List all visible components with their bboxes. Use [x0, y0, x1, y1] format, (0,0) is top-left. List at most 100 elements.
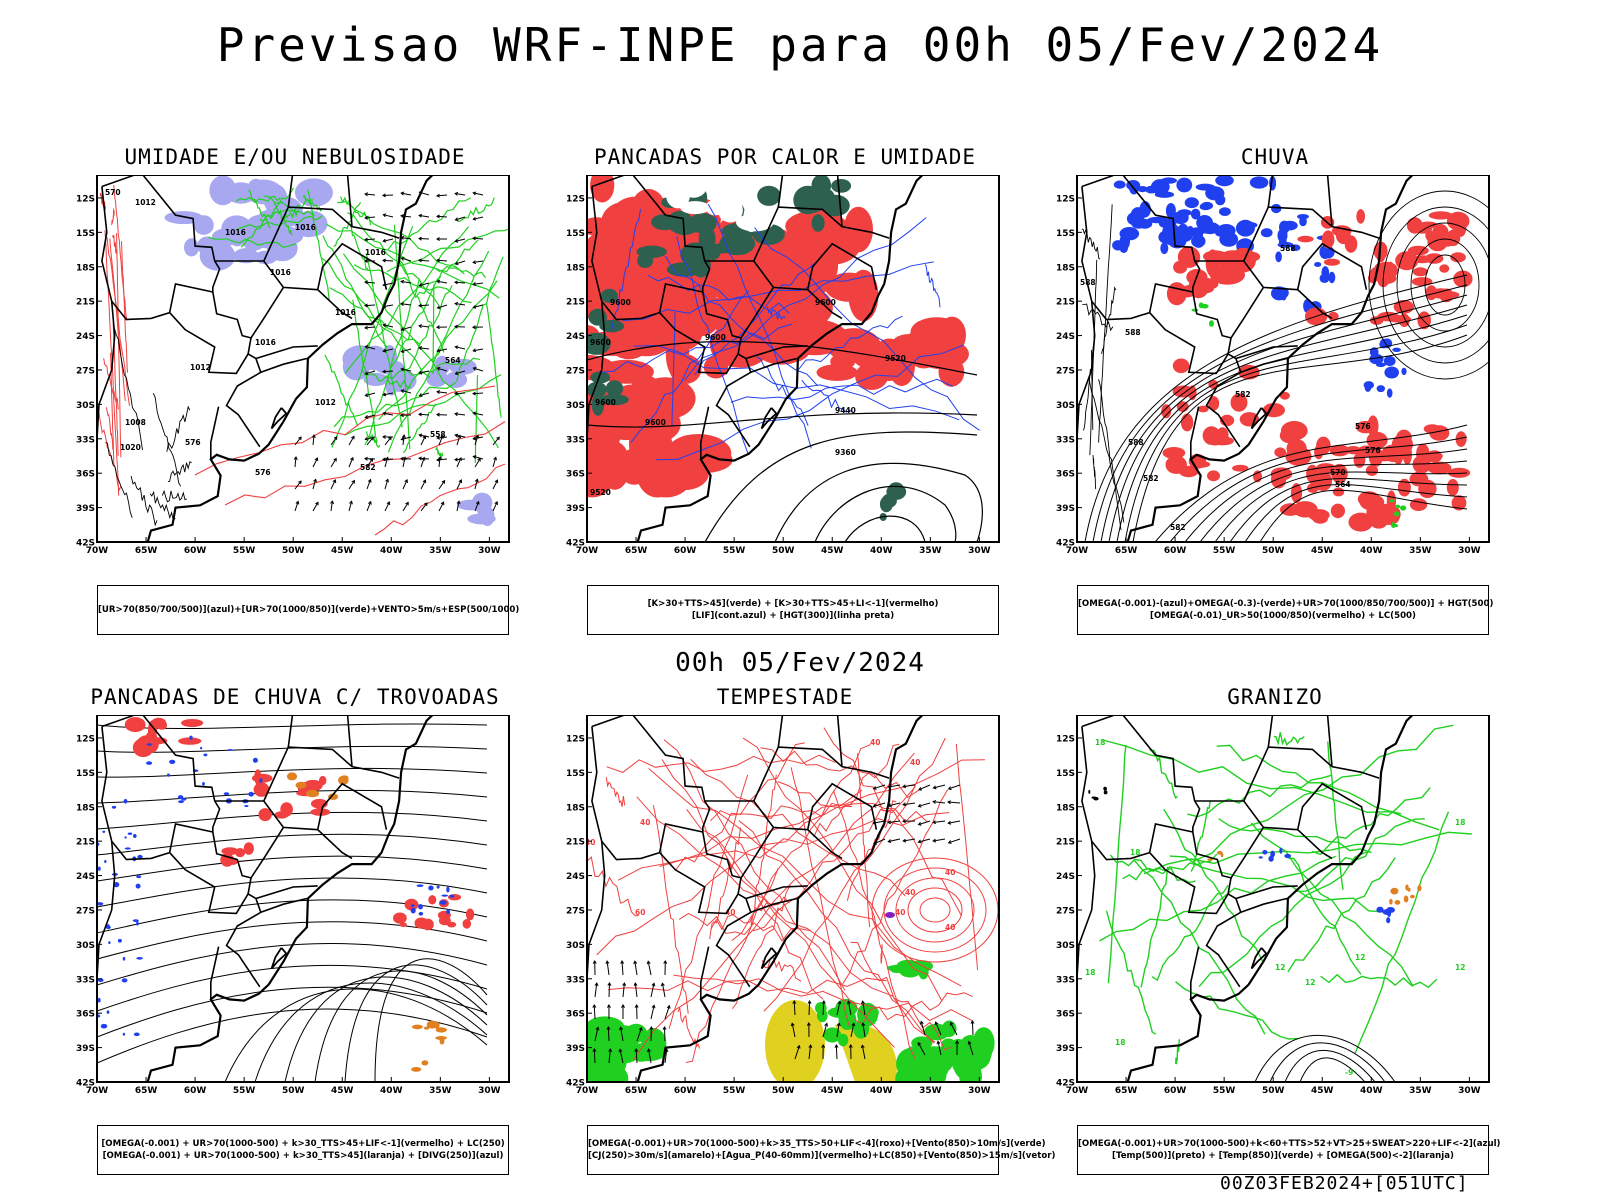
- divergence-blue-dot: [108, 941, 111, 944]
- lat-tick-label: 30S: [76, 401, 95, 411]
- wind-vector: [634, 983, 638, 998]
- humidity-1000-contour: [349, 223, 369, 271]
- wind-arrow: [455, 216, 466, 221]
- border-line: [210, 406, 220, 460]
- humidity-1000-contour: [474, 375, 479, 463]
- omega-blue-area: [1219, 207, 1231, 216]
- temp-850-contour: [1105, 910, 1157, 1035]
- wind-arrow-head: [436, 214, 440, 219]
- lat-tick-label: 27S: [1056, 906, 1075, 916]
- wind-arrow-head: [472, 304, 477, 309]
- border-line: [1243, 206, 1380, 262]
- humidity-1000-contour: [240, 187, 295, 248]
- wind-arrow-head: [472, 216, 477, 221]
- precipitable-water-contour: [777, 781, 928, 823]
- lon-tick-label: 45W: [1311, 1086, 1334, 1096]
- wind-arrow: [473, 348, 484, 352]
- wind-arrow: [364, 326, 376, 329]
- wind-arrow: [330, 501, 333, 512]
- precipitable-water-contour: [842, 789, 949, 985]
- contour-label: 18: [1130, 848, 1140, 857]
- wind-arrow: [438, 435, 444, 446]
- omega-blue-area: [1131, 220, 1146, 229]
- lon-tick-label: 30W: [968, 546, 991, 556]
- omega-blue-area: [1328, 271, 1336, 284]
- height-500-contour: [1092, 454, 1097, 490]
- omega-red-area: [1345, 446, 1361, 455]
- border-line: [101, 726, 213, 861]
- wind-arrow-head: [364, 371, 369, 376]
- omega-blue-area: [1363, 381, 1374, 390]
- streamline-250: [97, 855, 488, 882]
- omega-blue-area: [1386, 388, 1393, 398]
- streamline-250: [97, 964, 488, 1012]
- height-300-contour: [587, 340, 978, 376]
- wind-arrow: [294, 436, 302, 446]
- wind-arrow: [455, 193, 466, 196]
- lon-tick-label: 35W: [429, 1086, 452, 1096]
- contour-label: 576: [255, 468, 271, 477]
- wind-arrow-head: [382, 348, 387, 353]
- convective-red-area: [428, 895, 437, 905]
- temp-850-contour: [1193, 724, 1454, 862]
- wind-arrow-head: [472, 411, 477, 416]
- contour-label: 588: [1280, 244, 1296, 253]
- wind-vector-head: [792, 1000, 797, 1004]
- omega-blue-area: [1235, 219, 1255, 237]
- temp-850-contour: [1122, 853, 1218, 881]
- legend-line: [UR>70(850/700/500)](azul)+[UR>70(1000/8…: [98, 605, 520, 615]
- wind-arrow-head: [386, 501, 391, 506]
- temp-850-contour: [1169, 855, 1385, 913]
- wind-arrow-head: [472, 236, 476, 241]
- lon-tick-label: 50W: [772, 546, 795, 556]
- lat-tick-label: 33S: [566, 975, 585, 985]
- contour-label: 40: [725, 908, 735, 917]
- wind-arrow-head: [364, 325, 368, 330]
- convective-orange-area: [305, 789, 320, 798]
- storm-purple-area: [885, 912, 895, 918]
- precipitable-water-contour: [710, 802, 853, 822]
- wind-arrow-head: [472, 348, 477, 353]
- wind-vector-head: [902, 838, 907, 843]
- humidity-1000-contour: [457, 197, 495, 223]
- contour-label: 9600: [705, 333, 726, 342]
- wind-vector-head: [592, 1004, 597, 1008]
- wind-arrow: [492, 436, 500, 446]
- lat-tick-label: 30S: [566, 941, 585, 951]
- wind-arrow: [365, 414, 376, 419]
- divergence-blue-dot: [121, 978, 128, 983]
- wind-vector-head: [633, 982, 638, 987]
- wind-arrow-head: [293, 456, 298, 461]
- precipitable-water-contour: [678, 912, 811, 942]
- wind-arrow-head: [436, 348, 441, 353]
- omega-green-area: [1209, 320, 1214, 327]
- thickness-contour: [104, 230, 120, 496]
- wind-arrow-head: [454, 412, 459, 417]
- wind-vector: [606, 961, 610, 976]
- divergence-blue-dot: [102, 830, 106, 833]
- temp-850-contour: [1198, 851, 1368, 988]
- frame-border: [586, 175, 1000, 543]
- instability-green-area: [680, 242, 712, 267]
- wind-arrow: [418, 238, 430, 240]
- wind-vector: [948, 820, 961, 824]
- pressure-contour: [166, 405, 191, 452]
- wind-arrow-head: [457, 434, 462, 439]
- wind-arrow: [456, 435, 461, 446]
- lagoon-outline: [760, 947, 778, 970]
- omega-red-area: [1279, 427, 1299, 444]
- wind-vector: [917, 1042, 926, 1056]
- thickness-contour: [120, 241, 128, 373]
- wind-arrow: [419, 325, 430, 328]
- convective-red-area: [399, 922, 407, 927]
- wind-vector: [918, 820, 931, 826]
- divergence-blue-dot: [446, 909, 450, 915]
- wind-850-green-area: [587, 1048, 625, 1061]
- wind-vector-head: [947, 786, 952, 790]
- legend-line: [OMEGA(-0.001) + UR>70(1000-500) + k>30_…: [102, 1151, 504, 1161]
- temp-850-contour: [1311, 787, 1431, 856]
- omega-red-area: [1179, 284, 1214, 295]
- wind-vector-head: [955, 1040, 960, 1044]
- omega-red-area: [1455, 431, 1467, 447]
